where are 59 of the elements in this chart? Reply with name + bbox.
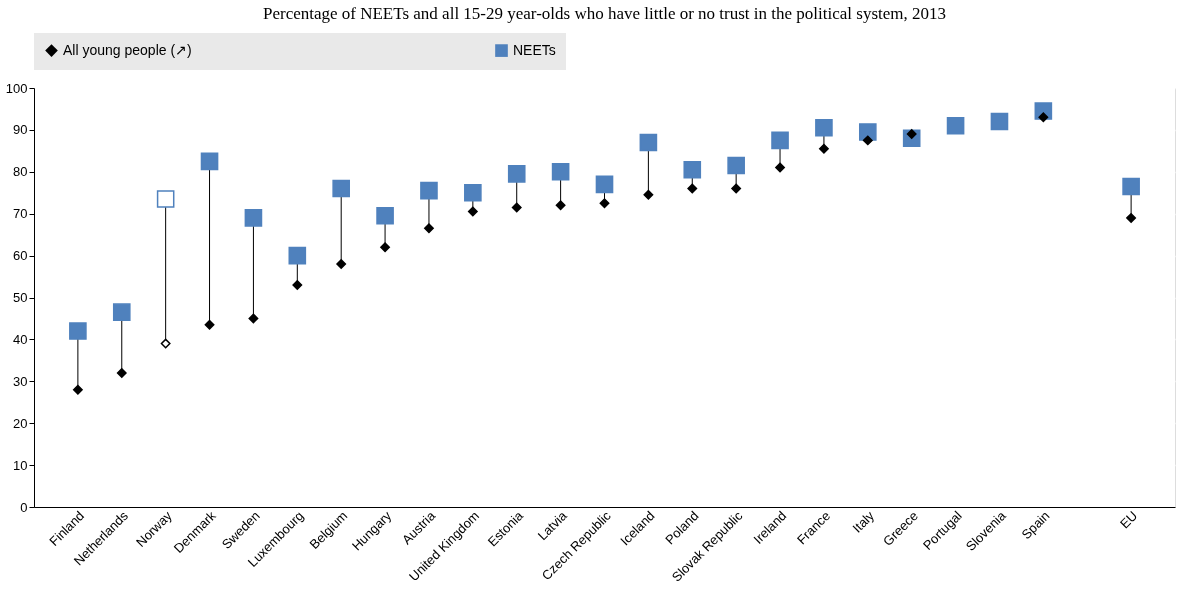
point [160,338,171,349]
x-tick-label: Italy [849,507,878,536]
point [990,112,1009,131]
point [599,198,610,209]
legend-label: All young people (↗) [63,41,192,58]
legend-label: NEETs [513,41,556,58]
point [771,131,789,150]
y-tick-label: 90 [13,122,28,138]
point [775,162,785,173]
point [244,209,263,227]
y-tick-label: 0 [20,499,28,515]
point [862,135,873,146]
point [420,181,438,200]
point [815,118,833,137]
y-tick-label: 40 [13,331,28,347]
point [336,259,347,269]
point [116,367,127,378]
point [551,162,570,181]
point [687,183,698,194]
point [72,384,83,395]
point [946,116,965,135]
point [464,183,482,202]
point [156,190,175,208]
y-tick-label: 80 [13,164,28,180]
point [643,189,654,200]
y-tick-label: 100 [5,80,28,96]
point [248,313,259,324]
point [1122,177,1140,196]
point [69,322,87,340]
point [376,206,394,225]
chart-title: Percentage of NEETs and all 15-29 year-olds who have little or no trust in the political system, 2013 [262,4,947,23]
point [467,206,478,217]
y-tick-label: 50 [13,290,28,305]
point [292,280,303,290]
point [859,123,877,141]
x-tick-label: EU [1116,508,1141,532]
point [555,200,566,211]
point [380,242,391,253]
point [112,303,131,321]
point [727,156,745,175]
point [818,143,829,154]
point [731,183,742,194]
point [200,152,219,171]
y-tick-label: 30 [13,373,28,389]
point [1038,112,1049,123]
point [595,175,614,194]
point [683,160,702,179]
point [511,202,522,213]
point [1126,212,1137,223]
y-tick-label: 20 [13,415,28,431]
point [639,133,658,152]
y-tick-label: 10 [13,457,28,473]
point [288,246,307,265]
point [424,223,434,234]
point [507,165,526,183]
point [204,319,215,330]
y-tick-label: 60 [13,248,28,264]
point [332,179,351,198]
y-tick-label: 70 [13,206,28,222]
